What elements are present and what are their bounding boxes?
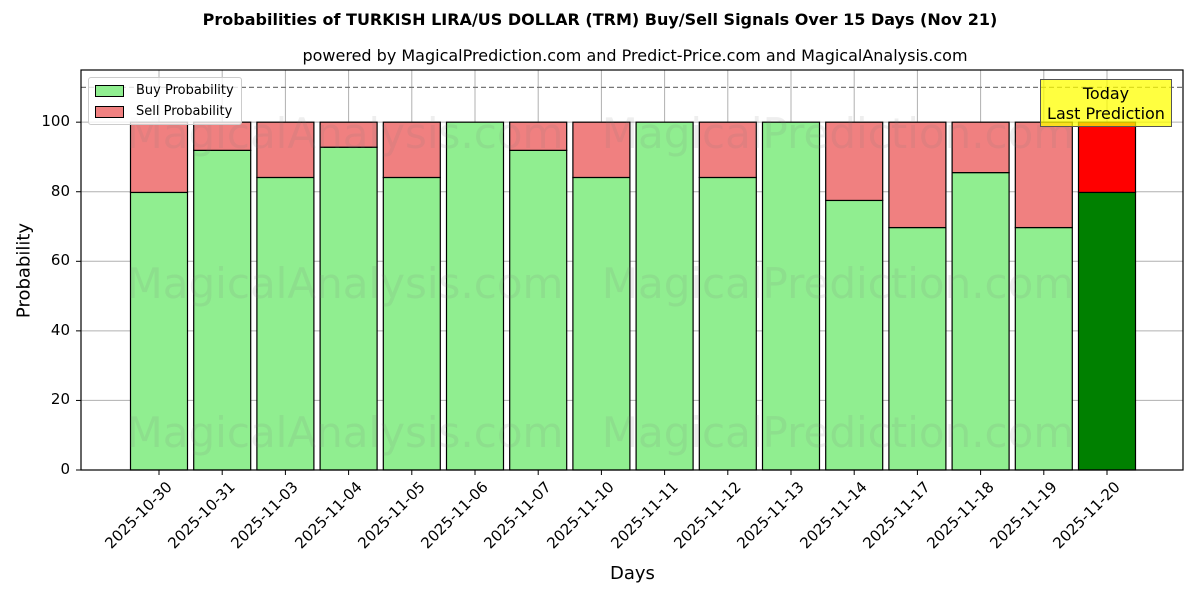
y-tick-label: 20	[50, 390, 70, 409]
watermark: MagicalPrediction.com	[602, 259, 1075, 308]
legend: Buy Probability Sell Probability	[88, 77, 242, 125]
bar-sell	[572, 121, 631, 179]
buy-swatch	[95, 84, 124, 97]
y-tick-label: 80	[50, 181, 70, 200]
bar-sell	[1077, 121, 1137, 194]
watermark: MagicalAnalysis.com	[127, 259, 564, 308]
bar-buy	[635, 121, 694, 471]
bar-buy	[1077, 191, 1137, 471]
bar-sell	[698, 121, 757, 179]
watermark: MagicalAnalysis.com	[127, 408, 564, 457]
y-tick-label: 60	[50, 251, 70, 270]
y-tick-label: 100	[41, 112, 70, 131]
bar-buy	[888, 226, 947, 471]
bar-sell	[193, 121, 252, 151]
bar-buy	[129, 191, 189, 471]
bar-buy	[698, 176, 757, 471]
bar-buy	[572, 176, 631, 471]
bar-sell	[951, 121, 1010, 174]
chart-title: Probabilities of TURKISH LIRA/US DOLLAR …	[202, 10, 998, 29]
bar-sell	[256, 121, 315, 179]
y-tick-label: 0	[60, 460, 70, 478]
bar-sell	[888, 121, 947, 229]
annotation-line-2: Last Prediction	[1047, 104, 1165, 123]
legend-item-sell: Sell Probability	[95, 104, 232, 119]
bar-buy	[445, 121, 505, 471]
watermark: MagicalPrediction.com	[602, 408, 1075, 457]
legend-label-sell: Sell Probability	[136, 104, 233, 119]
bar-sell	[509, 121, 568, 151]
bar-sell	[319, 121, 378, 148]
y-axis-label: Probability	[13, 222, 35, 319]
x-axis-label: Days	[610, 563, 655, 584]
today-annotation: Today Last Prediction	[1040, 79, 1172, 127]
watermark: MagicalPrediction.com	[602, 109, 1075, 158]
annotation-line-1: Today	[1082, 84, 1130, 103]
legend-label-buy: Buy Probability	[136, 83, 234, 98]
chart-subtitle: powered by MagicalPrediction.com and Pre…	[302, 46, 968, 65]
legend-item-buy: Buy Probability	[95, 83, 234, 98]
bar-sell	[825, 121, 884, 202]
sell-swatch	[95, 105, 124, 118]
bar-buy	[319, 146, 378, 471]
bar-buy	[761, 121, 821, 471]
bar-sell	[382, 121, 441, 179]
y-tick-label: 40	[50, 320, 70, 339]
